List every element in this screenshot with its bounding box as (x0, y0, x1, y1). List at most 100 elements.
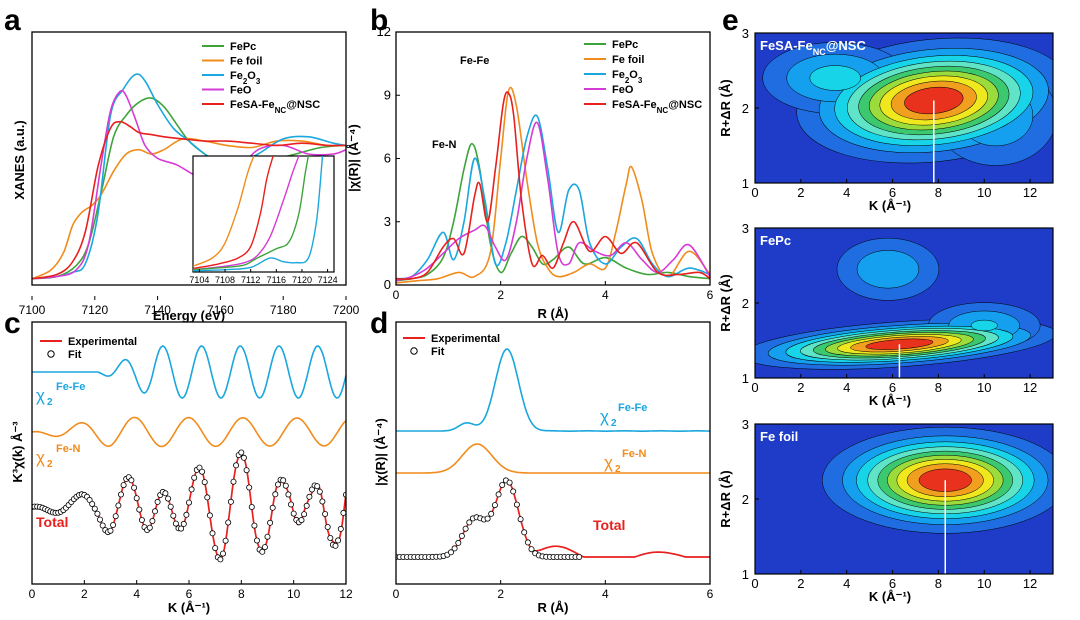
fit-point (303, 502, 310, 509)
fit-point (253, 537, 260, 544)
total-label-d: Total (593, 517, 625, 533)
fit-point (110, 522, 117, 529)
fit-point (484, 515, 491, 522)
legend-label-feo: FeO (612, 84, 634, 96)
fit-point (274, 481, 281, 488)
chi-d-fe-fe-curve (396, 348, 710, 432)
fit-point (314, 483, 321, 490)
panel-a-ylabel: XANES (a.u.) (12, 120, 27, 199)
chi-d-fe-fe-base: χ (600, 407, 609, 426)
legend-fit-label: Fit (68, 349, 82, 361)
panel-a-x-tick-0: 7100 (19, 303, 46, 317)
panel-a-x-tick-1: 7120 (81, 303, 108, 317)
chi-fe-n-label-d: χ 2 Fe-N (604, 448, 647, 475)
legend-label-fe-foil: Fe foil (612, 54, 644, 66)
panel-a-inset: 7104 7108 7112 7116 7120 7124 (189, 155, 338, 285)
fit-point (225, 519, 232, 526)
inset-line-fe-foil (193, 156, 255, 267)
wavelet-x-tick-4: 8 (935, 576, 942, 591)
fit-point (180, 520, 187, 527)
chi-d-fe-fe-sup: Fe-Fe (618, 402, 647, 414)
fit-point (154, 498, 161, 505)
panel-a-x-tick-4: 7180 (270, 303, 297, 317)
chi-d-fe-n-sup: Fe-N (622, 448, 647, 460)
chi-d-fe-n-sub: 2 (615, 464, 621, 475)
panel-d-x-tick-3: 6 (707, 587, 714, 601)
panel-label-c: c (4, 307, 21, 340)
panel-b-y-tick-1: 3 (384, 214, 391, 229)
panel-b-y-tick-2: 6 (384, 151, 391, 166)
fit-point (99, 522, 106, 529)
chi-fe-fe-label: χ 2 Fe-Fe (36, 381, 85, 408)
panel-d-xlabel: R (Å) (537, 600, 568, 615)
fit-point (269, 504, 276, 511)
xanes-line-fe-foil (32, 137, 346, 280)
wavelet-x-tick-5: 10 (977, 380, 991, 395)
legend-label-fesa-fenc-nsc: FeSA-FeNC@NSC (230, 99, 320, 115)
ft-line-fe2o3 (396, 114, 710, 280)
wavelet-x-tick-2: 4 (843, 185, 850, 200)
chi-fe-fe-label-d: χ 2 Fe-Fe (600, 402, 647, 429)
fit-point (513, 501, 520, 508)
inset-curves (193, 156, 324, 272)
fit-point (91, 505, 98, 512)
wavelet-y-tick-0: 1 (742, 567, 749, 582)
panel-a-x-tick-3: 7160 (207, 303, 234, 317)
fit-point (251, 522, 258, 529)
fit-point (222, 537, 229, 544)
wavelet-y-tick-0: 1 (742, 371, 749, 386)
wavelet-title-2: Fe foil (760, 429, 798, 444)
fit-point (219, 550, 226, 557)
panel-c-x-tick-0: 0 (29, 587, 36, 601)
chi-fe-fe-curve (32, 345, 346, 399)
inset-line-fesa-fenc-nsc (193, 156, 274, 270)
panel-b-y-tick-0: 0 (384, 277, 391, 292)
fit-point (510, 488, 517, 495)
fit-point (149, 518, 156, 525)
fit-point (227, 498, 234, 505)
panel-c-x-tick-1: 2 (81, 587, 88, 601)
fit-point (259, 548, 266, 555)
panel-c-x-tick-3: 6 (186, 587, 193, 601)
fit-point (128, 477, 135, 484)
chi-fe-n-sub: 2 (47, 459, 53, 470)
contour-level (809, 65, 861, 91)
fit-point (458, 533, 465, 540)
fit-point (118, 491, 125, 498)
panel-d-series (396, 348, 710, 561)
fit-point (337, 525, 344, 532)
fit-point (167, 503, 174, 510)
wavelet-x-tick-5: 10 (977, 185, 991, 200)
panel-b-ylabel: |χ(R)| (Å⁻⁴) (346, 124, 361, 192)
wavelet-x-tick-2: 4 (843, 576, 850, 591)
wavelet-contours-1 (755, 228, 1053, 378)
fit-point (488, 510, 495, 517)
fit-point (462, 525, 469, 532)
wavelet-x-tick-5: 10 (977, 576, 991, 591)
panel-d-x-tick-0: 0 (393, 587, 400, 601)
panel-a-xticks: 7100 7120 7140 7160 7180 7200 (19, 296, 360, 317)
fit-point (335, 537, 342, 544)
wavelet-xlabel-0: K (Å⁻¹) (869, 198, 911, 213)
fit-point (447, 549, 454, 556)
fit-point (576, 554, 583, 561)
panel-label-e: e (722, 4, 739, 37)
wavelet-x-tick-1: 2 (797, 185, 804, 200)
panel-d-x-tick-1: 2 (497, 587, 504, 601)
fit-point (466, 519, 473, 526)
fit-point (243, 467, 250, 474)
annotation-fe-n: Fe-N (432, 139, 457, 151)
wavelet-y-tick-2: 3 (742, 221, 749, 236)
fit-point (178, 525, 185, 532)
wavelet-xlabel-2: K (Å⁻¹) (869, 589, 911, 604)
fit-point (332, 542, 339, 549)
panel-c-series (32, 345, 346, 563)
chi-fe-n-curve (32, 416, 346, 448)
panel-b-x-tick-0: 0 (393, 288, 400, 302)
fit-point (136, 506, 143, 513)
experimental-curve-d (396, 479, 710, 558)
panel-a: 7104 7108 7112 7116 7120 7124 7100 7120 7140 716… (12, 31, 360, 323)
